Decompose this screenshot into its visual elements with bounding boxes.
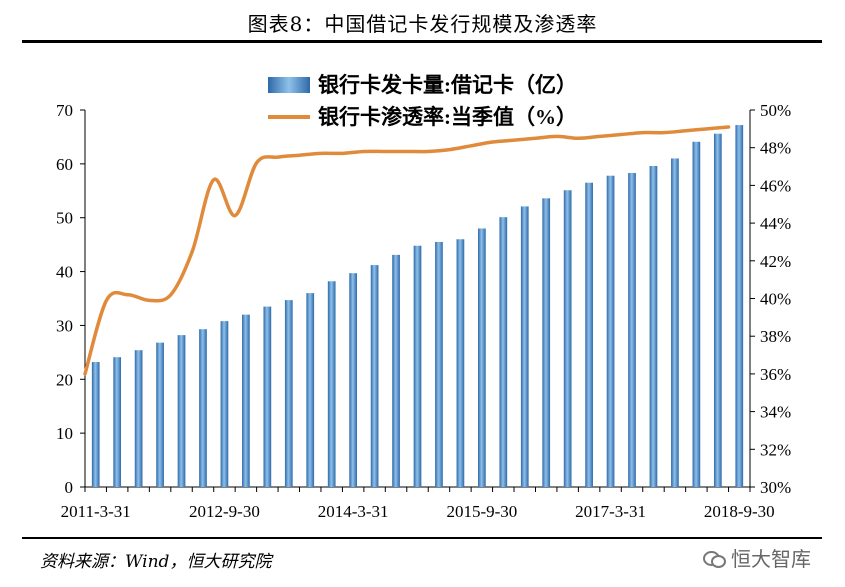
x-tick-label: 2015-9-30 — [446, 502, 517, 521]
bar — [156, 342, 164, 487]
bar — [628, 173, 636, 487]
y-right-tick-label: 44% — [760, 214, 791, 233]
legend-swatch-bar — [268, 77, 310, 93]
y-right-tick-label: 34% — [760, 403, 791, 422]
bar — [649, 166, 658, 488]
bar — [542, 198, 551, 487]
penetration-rate-line — [83, 125, 731, 376]
bottom-rule — [22, 537, 822, 539]
bar — [306, 293, 315, 487]
x-tick-label: 2011-3-31 — [61, 502, 131, 521]
y-left-tick-label: 40 — [56, 263, 73, 282]
bar — [413, 245, 422, 487]
bar — [713, 133, 722, 487]
y-left-tick-label: 70 — [56, 101, 73, 120]
bar — [242, 314, 250, 487]
bar — [671, 158, 679, 487]
bar — [606, 175, 615, 487]
legend: 银行卡发卡量:借记卡（亿） 银行卡渗透率:当季值（%） — [268, 73, 577, 129]
bar-series — [91, 125, 744, 488]
bar — [456, 239, 465, 487]
watermark: 恒大智库 — [703, 543, 811, 572]
y-left-tick-label: 60 — [56, 155, 73, 174]
x-tick-label: 2017-3-31 — [575, 502, 646, 521]
source-note: 资料来源：Wind，恒大研究院 — [40, 552, 272, 572]
bar — [113, 357, 122, 487]
y-left-tick-label: 0 — [65, 478, 74, 497]
bar — [435, 241, 443, 487]
y-left-tick-label: 20 — [56, 370, 73, 389]
bar — [199, 329, 207, 487]
y-right-tick-label: 38% — [760, 327, 791, 346]
figure-title: 图表8：中国借记卡发行规模及渗透率 — [247, 12, 598, 36]
bar — [263, 306, 272, 487]
bar — [520, 206, 529, 487]
bar — [370, 265, 379, 487]
y-right-tick-label: 42% — [760, 252, 791, 271]
y-right-tick-label: 40% — [760, 290, 791, 309]
y-right-tick-label: 36% — [760, 365, 791, 384]
bar — [735, 125, 744, 487]
bar — [499, 217, 508, 487]
wechat-icon — [703, 549, 726, 568]
x-tick-label: 2018-9-30 — [704, 502, 775, 521]
bar — [91, 362, 100, 487]
y-right-tick-label: 30% — [760, 478, 791, 497]
chart-canvas: 0 10 20 30 40 50 60 70 30% 32% 34% 36% 38% 40% 42% 44% 4… — [56, 73, 791, 521]
bar — [585, 182, 593, 487]
legend-label-line: 银行卡渗透率:当季值（%） — [318, 105, 577, 129]
y-left-tick-label: 30 — [56, 316, 73, 335]
y-left-tick-label: 10 — [56, 424, 73, 443]
y-right-tick-label: 50% — [760, 101, 791, 120]
x-tick-label: 2014-3-31 — [318, 502, 389, 521]
legend-label-bar: 银行卡发卡量:借记卡（亿） — [318, 73, 577, 97]
bar — [284, 300, 293, 487]
x-tick-label: 2012-9-30 — [189, 502, 260, 521]
y-right-tick-label: 32% — [760, 440, 791, 459]
bar — [477, 228, 486, 487]
y-left-tick-label: 50 — [56, 209, 73, 228]
bar — [134, 350, 143, 487]
y-right-tick-label: 48% — [760, 139, 791, 158]
axes-group: 0 10 20 30 40 50 60 70 30% 32% 34% 36% 38% 40% 42% 44% 4… — [56, 101, 791, 521]
bar — [177, 335, 186, 487]
bar — [220, 321, 229, 487]
bar — [349, 273, 358, 487]
line-series — [83, 125, 731, 376]
title-rule — [22, 40, 822, 43]
y-right-tick-label: 46% — [760, 176, 791, 195]
bar — [563, 190, 572, 488]
watermark-text: 恒大智库 — [731, 547, 811, 571]
bar — [692, 141, 701, 488]
bar — [327, 281, 336, 487]
bar — [392, 254, 400, 487]
